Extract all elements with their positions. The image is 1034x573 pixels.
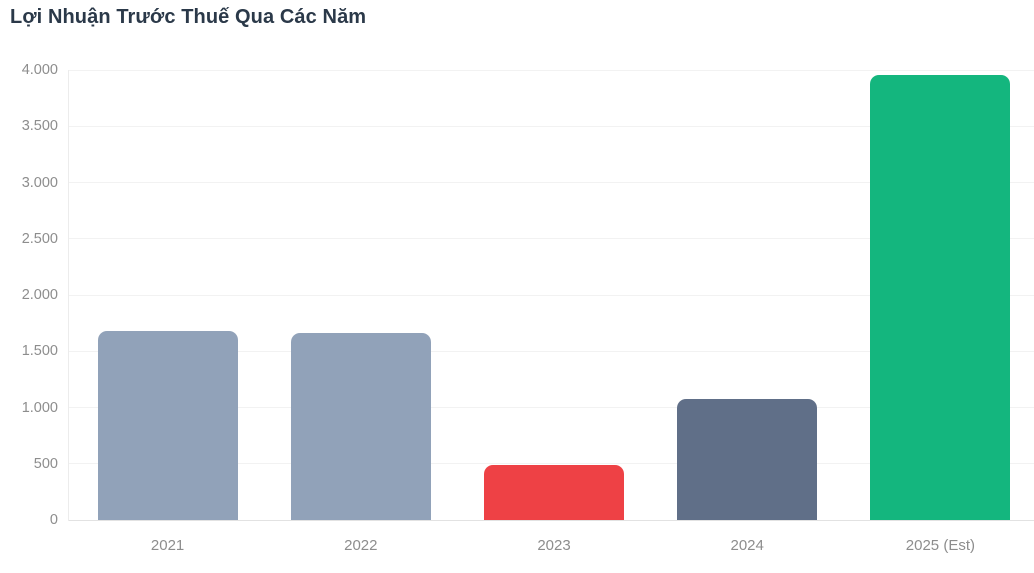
bar-2025-est[interactable]: [870, 75, 1011, 520]
gridline: [68, 407, 1034, 408]
y-tick-label: 0: [49, 512, 58, 528]
bar-2023[interactable]: [484, 464, 624, 520]
y-tick-label: 500: [33, 455, 58, 472]
y-tick-label: 3.500: [21, 118, 58, 135]
gridline: [68, 182, 1034, 183]
y-tick-label: 1.000: [21, 399, 58, 416]
y-tick-label: 2.000: [21, 287, 58, 303]
x-tick-label: 2022: [344, 537, 378, 554]
x-tick-label: 2021: [150, 537, 185, 554]
gridline: [68, 125, 1034, 127]
y-tick-label: 1.500: [21, 343, 58, 360]
gridline: [68, 294, 1034, 296]
y-tick-label: 4.000: [21, 62, 58, 78]
x-tick-label: 2025 (Est): [905, 537, 975, 554]
gridline: [68, 350, 1034, 352]
x-tick-label: 2024: [730, 537, 764, 554]
x-tick-label: 2023: [537, 537, 571, 554]
x-axis-baseline: [68, 519, 1034, 521]
y-axis-line: [68, 70, 69, 521]
bar-2022[interactable]: [290, 332, 431, 520]
gridline: [68, 69, 1034, 71]
bar-2021[interactable]: [97, 331, 238, 520]
gridline: [68, 238, 1034, 240]
y-tick-label: 2.500: [21, 230, 58, 247]
gridline: [68, 463, 1034, 465]
bar-2024[interactable]: [677, 399, 818, 520]
chart-title: Lợi Nhuận Trước Thuế Qua Các Năm: [10, 6, 367, 28]
y-tick-label: 3.000: [21, 174, 58, 191]
